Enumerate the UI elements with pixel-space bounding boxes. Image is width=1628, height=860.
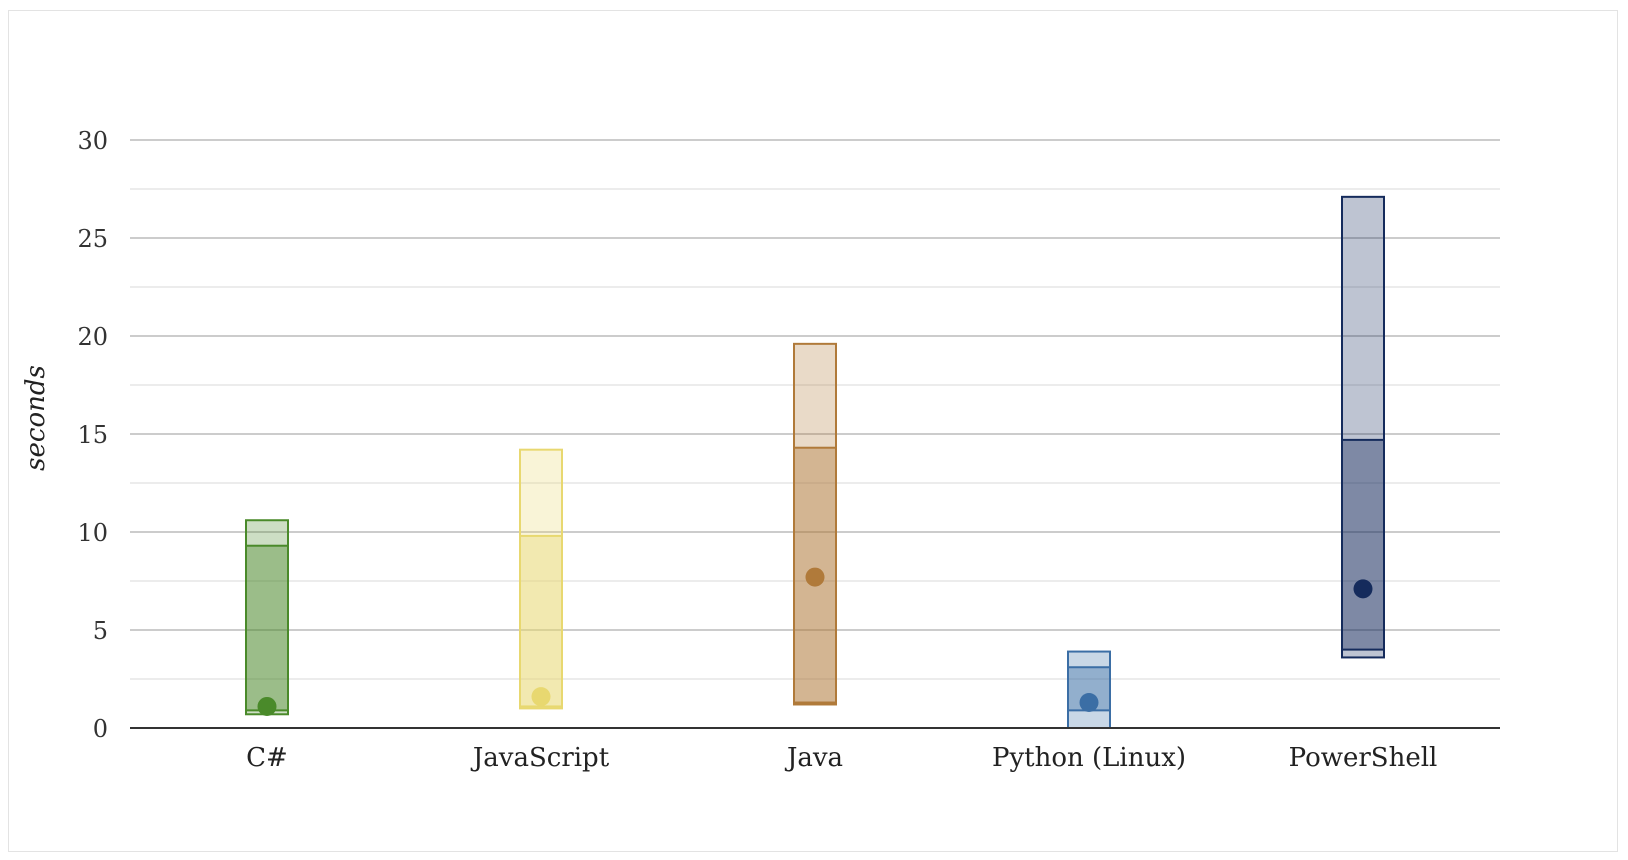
boxes [245,195,1385,729]
range-box [1341,195,1385,659]
median-point [1353,579,1373,599]
box-3 [1067,650,1111,729]
median-point [805,567,825,587]
box-1 [519,448,563,710]
y-tick-label: 15 [77,421,108,449]
x-category-label: JavaScript [470,743,610,773]
median-point [531,687,551,707]
gridlines [130,139,1500,680]
y-tick-label: 10 [77,519,108,547]
y-tick-label: 5 [93,617,108,645]
range-box [793,342,837,706]
box-4 [1341,195,1385,659]
y-tick-label: 20 [77,323,108,351]
box-2 [793,342,837,706]
y-tick-label: 0 [93,715,108,743]
x-category-label: PowerShell [1289,743,1438,773]
interquartile-box [519,534,563,708]
interquartile-box [245,544,289,712]
y-axis-title: seconds [21,365,51,471]
x-category-label: C# [246,743,288,773]
range-box [519,448,563,710]
y-tick-label: 30 [77,127,108,155]
y-tick-labels: 0 5 10 15 20 25 30 [77,127,108,743]
x-category-label: Java [784,743,843,773]
range-box [245,519,289,716]
x-category-labels: C# JavaScript Java Python (Linux) PowerShell [246,743,1437,773]
x-category-label: Python (Linux) [992,743,1186,773]
chart-frame [8,10,1618,852]
box-0 [245,519,289,716]
y-tick-label: 25 [77,225,108,253]
median-point [1079,693,1099,713]
median-point [257,696,277,716]
interquartile-box [1341,438,1385,651]
